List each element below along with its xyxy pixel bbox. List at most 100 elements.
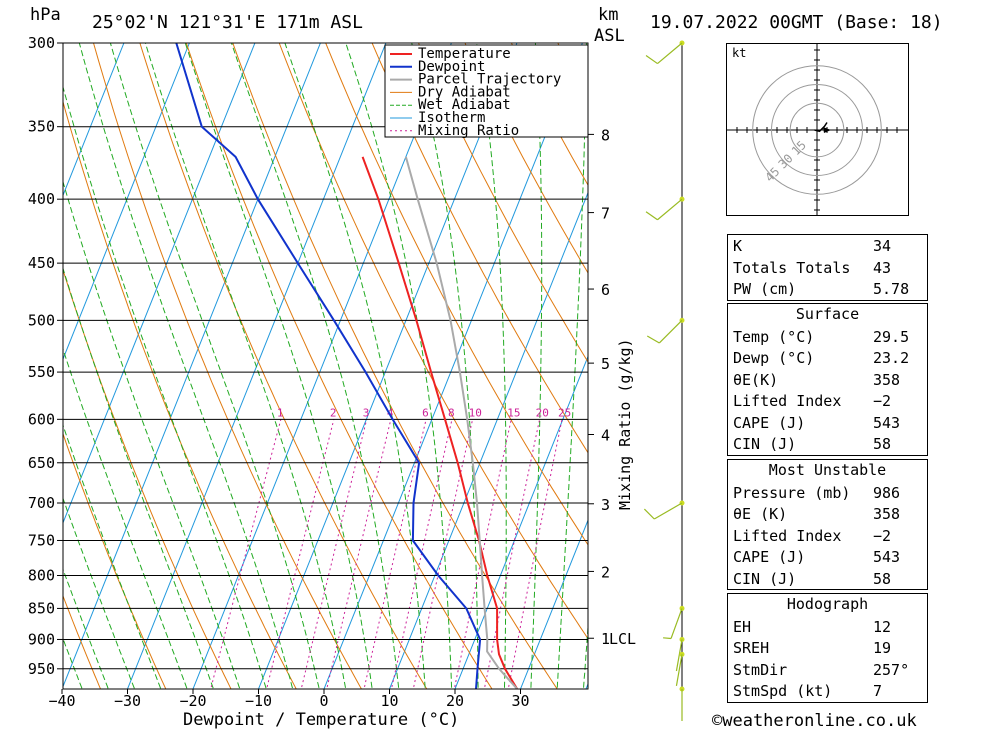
- dry-adiabat-line: [371, 43, 588, 454]
- dry-adiabat-line: [232, 43, 558, 689]
- dry-adiabat-line: [139, 43, 428, 689]
- wet-adiabat-line: [63, 180, 241, 689]
- index-label: CIN (J): [733, 435, 797, 453]
- wind-barb-flag: [643, 508, 655, 520]
- wind-barb-staff: [653, 502, 683, 520]
- index-value: 19: [873, 639, 892, 657]
- index-label: PW (cm): [733, 280, 797, 298]
- mixing-ratio-line: [300, 419, 368, 689]
- wind-barb-flag: [645, 55, 658, 65]
- section-title-surface: Surface: [795, 305, 860, 323]
- pressure-tick-label: 400: [28, 190, 55, 208]
- section-title-hodograph: Hodograph: [786, 595, 869, 613]
- wind-barb-flag: [646, 335, 660, 344]
- indices-panel-hodograph: Hodograph EH 12 SREH 19 StmDir 257° StmSpd …: [727, 593, 928, 703]
- pressure-tick-label: 850: [28, 599, 55, 617]
- indices-panel-surface: Surface Temp (°C) 29.5 Dewp (°C) 23.2 θE(K…: [727, 303, 928, 456]
- wet-adiabat-line: [63, 637, 83, 689]
- wet-adiabat-line: [184, 43, 373, 689]
- wet-adiabat-line: [0, 0, 59, 697]
- wet-adiabat-line: [63, 568, 109, 689]
- pressure-tick-label: 550: [28, 363, 55, 381]
- wet-adiabat-line: [78, 43, 294, 689]
- x-tick-label: −40: [48, 692, 75, 710]
- km-tick-label: 7: [601, 205, 610, 223]
- dry-adiabat-line: [464, 43, 588, 274]
- index-label: StmSpd (kt): [733, 682, 833, 700]
- index-value: 12: [873, 617, 892, 636]
- wind-barb-staff: [675, 639, 683, 672]
- wet-adiabat-line: [284, 43, 426, 689]
- mixing-ratio-line: [483, 419, 541, 689]
- wet-adiabat-line: [63, 266, 215, 689]
- index-row: EH 12: [728, 616, 927, 638]
- wet-adiabat-line: [63, 347, 188, 689]
- datetime-title: 19.07.2022 00GMT (Base: 18): [650, 12, 943, 33]
- wet-adiabat-line: [63, 423, 162, 689]
- isotherm-line: [585, 682, 588, 689]
- copyright-link[interactable]: ©weatheronline.co.uk: [712, 711, 917, 731]
- index-value: 34: [873, 237, 892, 255]
- isotherm-line: [648, 0, 720, 697]
- index-row: CIN (J) 58: [728, 433, 927, 455]
- legend-label: Parcel Trajectory: [418, 72, 561, 88]
- wet-adiabat-line: [476, 43, 507, 689]
- index-row: Temp (°C) 29.5: [728, 326, 927, 348]
- index-value: −2: [873, 526, 892, 545]
- mixing-ratio-label: 15: [507, 406, 520, 419]
- index-label: CAPE (J): [733, 548, 806, 566]
- wind-barb-staff: [657, 42, 683, 65]
- dry-adiabat-line: [596, 0, 720, 697]
- index-row: Dewp (°C) 23.2: [728, 347, 927, 369]
- index-value: 543: [873, 413, 901, 432]
- hpa-label: hPa: [30, 5, 61, 25]
- km-tick-label: 3: [601, 496, 610, 514]
- isotherm-line: [519, 518, 588, 689]
- wet-adiabat-line: [109, 43, 320, 689]
- index-row: Lifted Index −2: [728, 525, 927, 547]
- index-row: K 34: [728, 235, 927, 257]
- index-value: 23.2: [873, 349, 910, 367]
- plot-frame: [62, 42, 589, 690]
- index-row: Pressure (mb) 986: [728, 482, 927, 504]
- isotherm-line: [0, 0, 32, 697]
- mixing-ratio-label: 4: [387, 406, 394, 419]
- hodograph-unit-label: kt: [732, 46, 746, 60]
- pressure-tick-label: 450: [28, 254, 55, 272]
- mixing-ratio-label: 1: [277, 406, 284, 419]
- pressure-tick-label: 800: [28, 567, 55, 585]
- legend-label: Dewpoint: [418, 59, 485, 75]
- x-tick-label: 20: [446, 692, 464, 710]
- dry-adiabat-line: [417, 43, 588, 363]
- wind-barb-staff: [675, 654, 683, 686]
- mixing-ratio-line: [266, 419, 335, 689]
- hodograph-trace: [814, 122, 828, 133]
- dry-adiabat-line: [63, 432, 167, 689]
- index-label: Dewp (°C): [733, 349, 815, 367]
- wet-adiabat-line: [63, 85, 267, 689]
- index-row: PW (cm) 5.78: [728, 278, 927, 300]
- pressure-tick-label: 300: [28, 34, 55, 52]
- index-value: 358: [873, 370, 901, 389]
- index-row: Totals Totals 43: [728, 257, 927, 279]
- km-label: km: [598, 5, 619, 25]
- wind-barb-staff: [658, 319, 683, 344]
- wet-adiabat-line: [556, 43, 587, 689]
- index-label: SREH: [733, 639, 770, 657]
- storm-motion-marker: [823, 127, 831, 133]
- km-tick-label: 8: [601, 126, 610, 144]
- dewpoint-profile: [175, 43, 482, 689]
- index-value: 58: [873, 569, 892, 588]
- dry-adiabat-line: [510, 43, 588, 187]
- pressure-tick-label: 350: [28, 118, 55, 136]
- index-row: CAPE (J) 543: [728, 412, 927, 434]
- dry-adiabat-line: [185, 43, 493, 689]
- index-value: 29.5: [873, 327, 910, 346]
- temperature-profile: [361, 156, 519, 689]
- km-tick-label: 6: [601, 281, 610, 299]
- mixing-ratio-line: [363, 419, 427, 689]
- index-value: 358: [873, 505, 901, 523]
- index-value: 257°: [873, 660, 910, 679]
- isotherm-line: [0, 0, 98, 697]
